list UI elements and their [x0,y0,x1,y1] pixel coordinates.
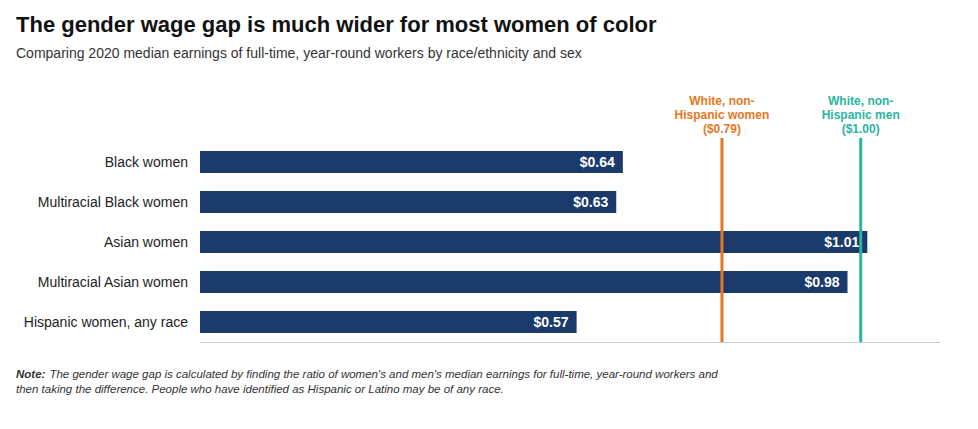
chart-container: The gender wage gap is much wider for mo… [0,0,978,429]
reference-line [720,138,723,342]
y-tick-label: Asian women [104,234,188,250]
data-label: $0.57 [534,314,569,330]
chart-svg: The gender wage gap is much wider for mo… [0,0,978,429]
data-label: $1.01 [824,234,859,250]
note-label: Note: [16,368,46,380]
reference-label-line: ($1.00) [842,122,880,136]
reference-label-line: Hispanic women [675,108,770,122]
bar [200,271,848,293]
note-text: The gender wage gap is calculated by fin… [16,368,718,395]
y-tick-label: Hispanic women, any race [24,314,188,330]
bars [200,151,867,333]
reference-label-line: White, non- [689,94,754,108]
reference-lines: White, non-Hispanic women($0.79)White, n… [675,94,900,342]
x-axis-line [200,342,940,343]
reference-label: White, non-Hispanic women($0.79) [675,94,770,136]
bar [200,151,623,173]
subtitle: Comparing 2020 median earnings of full-t… [16,45,582,61]
bar [200,311,577,333]
y-tick-label: Multiracial Black women [38,194,188,210]
data-label: $0.98 [804,274,839,290]
y-tick-labels: Black women Multiracial Black women Asian … [24,154,188,330]
reference-label-line: White, non- [828,94,893,108]
y-tick-label: Black women [105,154,188,170]
reference-line [859,138,862,342]
reference-label: White, non-Hispanic men($1.00) [822,94,900,136]
bar [200,191,616,213]
reference-label-line: ($0.79) [703,122,741,136]
data-labels: $0.64 $0.63 $1.01 $0.98 $0.57 [534,154,860,330]
note: Note:The gender wage gap is calculated b… [16,368,718,395]
y-tick-label: Multiracial Asian women [38,274,188,290]
data-label: $0.63 [573,194,608,210]
bar [200,231,867,253]
note-line: The gender wage gap is calculated by fin… [49,368,718,380]
reference-label-line: Hispanic men [822,108,900,122]
note-line: then taking the difference. People who h… [16,383,504,395]
title: The gender wage gap is much wider for mo… [16,12,657,37]
data-label: $0.64 [580,154,615,170]
